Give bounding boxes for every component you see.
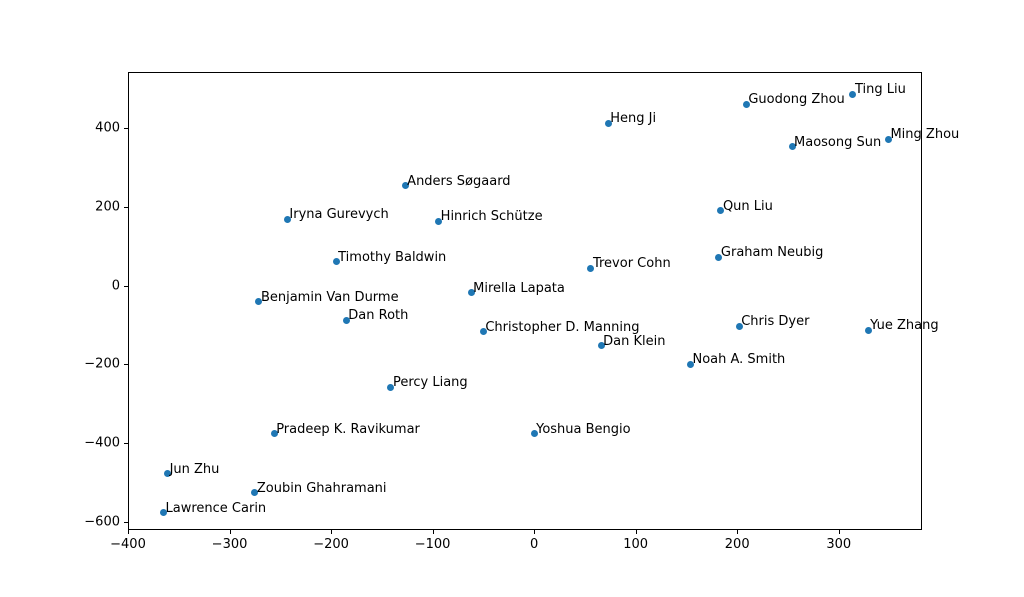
scatter-point [788, 143, 796, 151]
point-label: Lawrence Carin [165, 500, 267, 516]
x-axis-tick [838, 530, 840, 534]
scatter-point [717, 207, 725, 215]
scatter-point [160, 509, 168, 517]
point-label: Benjamin Van Durme [260, 289, 399, 305]
y-axis-tick-label: 400 [95, 120, 120, 136]
point-label: Hinrich Schütze [440, 209, 543, 225]
y-axis-tick [124, 206, 128, 208]
point-label: Timothy Baldwin [338, 249, 447, 265]
scatter-point [164, 470, 172, 478]
x-axis-tick [635, 530, 637, 534]
point-label: Percy Liang [392, 375, 468, 391]
scatter-point [342, 316, 350, 324]
scatter-point [735, 322, 743, 330]
y-axis-tick [124, 522, 128, 524]
x-axis-tick [128, 530, 129, 534]
x-axis-tick [229, 530, 231, 534]
scatter-point [332, 258, 340, 266]
x-axis-tick [432, 530, 434, 534]
y-axis-tick-label: 0 [111, 278, 120, 294]
point-label: Qun Liu [722, 198, 773, 214]
point-label: Guodong Zhou [748, 92, 845, 108]
scatter-point [479, 328, 487, 336]
point-label: Jun Zhu [169, 461, 220, 477]
point-label: Pradeep K. Ravikumar [276, 421, 420, 437]
point-label: Dan Roth [348, 308, 409, 324]
scatter-point [864, 326, 872, 334]
point-label: Heng Ji [610, 111, 657, 127]
x-axis-tick [737, 530, 739, 534]
scatter-point [530, 430, 538, 438]
scatter-point [283, 215, 291, 223]
scatter-point [849, 90, 857, 98]
x-axis-tick [534, 530, 536, 534]
point-label: Mirella Lapata [473, 280, 565, 296]
scatter-point [435, 217, 443, 225]
scatter-point [604, 119, 612, 127]
point-label: Chris Dyer [741, 314, 810, 330]
scatter-point [742, 100, 750, 108]
x-axis-tick [331, 530, 333, 534]
point-label: Zoubin Ghahramani [256, 480, 387, 496]
y-axis-tick [124, 285, 128, 287]
point-label: Dan Klein [603, 333, 666, 349]
x-axis-tick-label: 0 [529, 537, 539, 552]
y-axis-tick-label: −400 [84, 435, 120, 451]
scatter-point [401, 182, 409, 190]
y-axis-tick-label: −600 [84, 514, 120, 530]
x-axis-tick-label: 200 [724, 537, 750, 552]
point-label: Yoshua Bengio [536, 421, 631, 437]
point-label: Iryna Gurevych [289, 207, 389, 223]
x-axis-tick-label: −100 [414, 537, 451, 552]
x-axis-tick-label: 300 [826, 537, 852, 552]
x-axis-tick-label: −300 [211, 537, 248, 552]
point-label: Christopher D. Manning [485, 319, 640, 335]
point-label: Anders Søgaard [407, 173, 511, 189]
point-label: Ming Zhou [890, 127, 960, 143]
scatter-point [597, 342, 605, 350]
y-axis-tick-label: −200 [84, 356, 120, 372]
scatter-point [884, 135, 892, 143]
point-label: Trevor Cohn [592, 256, 671, 272]
scatter-point [715, 253, 723, 261]
scatter-point [270, 430, 278, 438]
scatter-point [255, 298, 263, 306]
x-axis-tick-label: −400 [110, 537, 146, 552]
y-axis-tick [124, 127, 128, 129]
scatter-point [587, 264, 595, 272]
x-axis-tick-label: 100 [623, 537, 649, 552]
scatter-point [387, 383, 395, 391]
point-label: Maosong Sun [794, 134, 882, 150]
y-axis-tick [124, 443, 128, 445]
point-label: Noah A. Smith [692, 352, 786, 368]
point-label: Graham Neubig [720, 245, 824, 261]
point-label: Yue Zhang [870, 318, 939, 334]
plot-area: Ting Liu Guodong Zhou Heng Ji Ming Zhou Maos… [128, 72, 959, 530]
scatter-point [686, 360, 694, 368]
x-axis-tick-label: −200 [313, 537, 349, 552]
scatter-point [467, 289, 475, 297]
y-axis-tick [124, 364, 128, 366]
point-label: Ting Liu [854, 82, 906, 98]
y-axis-tick-label: 200 [95, 199, 120, 215]
scatter-point [251, 489, 259, 497]
